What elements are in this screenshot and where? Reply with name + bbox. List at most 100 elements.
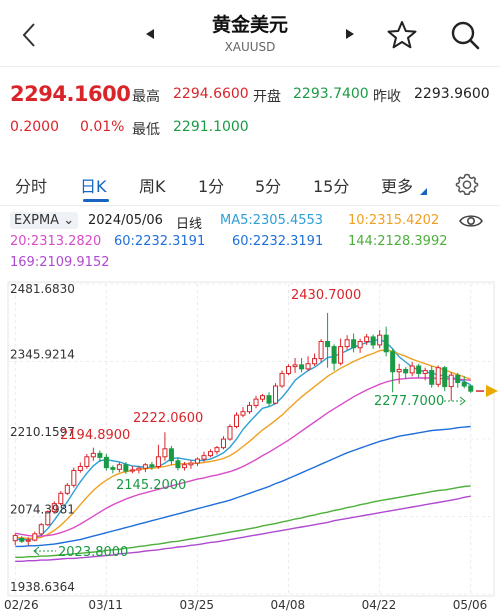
candle-body-up [188,462,194,466]
candle [194,457,200,466]
candle [142,463,148,473]
candle [429,366,435,388]
triangle-left-icon[interactable] [145,28,155,40]
candle-body-up [435,367,441,385]
candle [448,372,454,401]
candle [325,312,331,368]
candle-body-up [286,366,292,374]
ma-line-169 [15,495,471,562]
indicator-date: 2024/05/06 [88,213,163,228]
candle [181,461,187,471]
tab-5min[interactable]: 5分 [255,177,282,196]
candle [51,501,57,514]
open-value: 2293.7400 [293,86,369,102]
candle-body-up [344,339,350,348]
candle-body-down [175,460,181,469]
search-icon[interactable] [448,18,482,52]
triangle-right-icon[interactable] [345,28,355,40]
x-tick-label: 04/22 [362,598,397,612]
arrow-left-icon [33,546,40,556]
candle-body-up [45,511,51,526]
candle [416,363,422,378]
candle [162,432,168,461]
candle [116,462,122,473]
candle-body-down [299,364,305,370]
candle-body-up [214,447,220,453]
candle [468,384,474,393]
candle [279,370,285,388]
tab-15min[interactable]: 15分 [313,177,350,196]
gear-icon[interactable] [455,172,479,196]
annotation-2277: 2277.7000 [374,394,444,409]
candle-body-down [149,464,155,467]
candle [188,460,194,469]
indicator-period: 日线 [176,217,203,232]
y-tick-label: 2210.1597 [10,425,75,439]
candle [292,358,298,373]
tab-weekly[interactable]: 周K [139,177,166,196]
candle [305,356,311,372]
candle [253,395,259,409]
candle [64,483,70,496]
star-icon[interactable] [385,18,419,52]
ma5-value: MA5:2305.4553 [220,213,324,228]
candle [12,533,18,546]
candle-body-down [442,367,448,388]
ma-line-ma20 [15,377,471,537]
candle-body-down [370,336,376,346]
eye-icon[interactable] [458,212,484,230]
indicator-name: EXPMA [14,213,60,228]
candle [155,444,161,469]
candle [227,424,233,441]
candle [129,465,135,474]
candle [136,466,142,474]
high-label: 最高 [132,89,160,105]
candle-body-up [338,346,344,364]
candle-body-up [64,484,70,494]
active-tab-indicator [83,199,109,202]
tab-daily[interactable]: 日K [80,177,107,196]
chevron-left-icon[interactable] [14,18,44,52]
candle [409,362,415,377]
open-label: 开盘 [253,89,281,105]
candle-body-up [162,448,168,458]
candle [149,461,155,470]
candle [207,449,213,458]
candle-body-up [71,469,77,486]
tab-intraday[interactable]: 分时 [15,177,48,196]
candle [435,365,441,388]
caret-icon [420,188,427,195]
candle [338,338,344,366]
annotation-2145: 2145.2000 [116,478,186,493]
candle [25,537,31,546]
candle-body-up [409,365,415,374]
candle [97,450,103,462]
candle [357,338,363,353]
annotation-2194: 2194.8900 [60,428,130,443]
candle [351,333,357,353]
low-value: 2291.1000 [173,119,249,135]
candlestick-chart[interactable]: 2481.6830 2345.9214 2210.1597 2074.3981 1938… [0,276,500,612]
ma10-value: 10:2315.4202 [348,213,440,228]
x-tick-label: 02/26 [4,598,39,612]
candle-body-up [201,455,207,460]
candle [422,367,428,381]
top-bar: 黄金美元 XAUUSD [0,0,500,66]
candle [123,461,129,474]
candle-body-down [110,467,116,470]
candle-body-down [103,456,109,469]
label-layer: 2481.6830 2345.9214 2210.1597 2074.3981 1938… [4,282,498,612]
prev-close-label: 昨收 [373,89,401,105]
candle-body-down [97,452,103,458]
indicator-selector[interactable]: EXPMA ⌄ [10,212,79,229]
y-tick-label: 2345.9214 [10,347,75,361]
candle-layer [12,312,474,546]
candle-body-down [468,385,474,392]
candle-body-up [194,458,200,464]
tab-more[interactable]: 更多 [381,177,414,196]
candle-body-down [390,351,396,373]
candle-body-up [448,374,454,388]
candle [286,364,292,376]
change-value: 0.2000 [10,119,59,135]
tab-1min[interactable]: 1分 [198,177,225,196]
